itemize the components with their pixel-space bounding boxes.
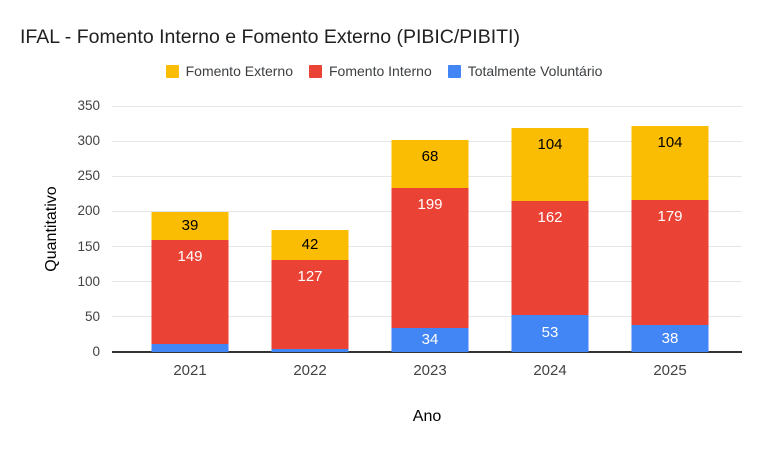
x-tick-label-2021: 2021 — [173, 362, 207, 379]
bar-segment[interactable]: 38 — [631, 325, 709, 352]
bar-segment[interactable]: 39 — [151, 212, 229, 240]
x-axis-title: Ano — [412, 408, 442, 425]
bar-segment[interactable]: 162 — [511, 200, 589, 315]
bar-column-2021: 11 149 39 — [130, 106, 250, 352]
bar-segment[interactable]: 127 — [271, 259, 349, 350]
bar-segment[interactable]: 149 — [151, 239, 229, 345]
legend: Fomento Externo Fomento Interno Totalmente… — [0, 63, 768, 79]
bar-segment-value: 162 — [537, 208, 563, 226]
x-tick-label-2024: 2024 — [533, 362, 567, 379]
bar-segment[interactable]: 199 — [391, 188, 469, 329]
y-tick-label: 250 — [77, 168, 100, 184]
x-axis-baseline — [112, 351, 742, 353]
legend-swatch-icon — [447, 64, 461, 78]
y-tick-label: 300 — [77, 133, 100, 149]
x-axis-ticks: 2021 2022 2023 2024 2025 — [130, 362, 730, 380]
bar-segment[interactable]: 34 — [391, 328, 469, 352]
bar-column-2022: 4 127 42 — [250, 106, 370, 352]
legend-swatch-icon — [165, 64, 179, 78]
legend-item-1[interactable]: Fomento Externo — [165, 63, 293, 79]
legend-item-label: Fomento Externo — [185, 63, 293, 79]
bar-segment-value: 38 — [661, 329, 679, 347]
legend-swatch-icon — [309, 64, 322, 78]
y-tick-label: 200 — [77, 203, 100, 219]
gridline-350 — [112, 105, 742, 107]
x-tick-label-2023: 2023 — [413, 362, 447, 379]
bar-segment[interactable]: 179 — [631, 199, 709, 326]
bar-segment-value: 42 — [301, 236, 319, 254]
chart-title: IFAL - Fomento Interno e Fomento Externo… — [20, 26, 520, 48]
bar-2022: 4 127 42 — [271, 230, 349, 352]
bar-segment[interactable]: 4 — [271, 326, 349, 352]
y-tick-label: 350 — [77, 98, 100, 113]
y-tick-label: 50 — [84, 308, 100, 324]
y-axis-title: Quantitativo — [43, 186, 60, 272]
bar-segment-value: 53 — [541, 324, 559, 342]
plot-area: 11 149 39 4 127 42 34 199 68 53 162 104 38 179 104 — [112, 105, 742, 353]
bar-2024: 53 162 104 — [511, 127, 589, 352]
bar-segment-value: 34 — [421, 331, 439, 349]
bar-segment[interactable]: 68 — [391, 140, 469, 189]
bar-segment[interactable]: 11 — [151, 321, 229, 352]
y-tick-label: 100 — [77, 273, 100, 289]
bars-row: 11 149 39 4 127 42 34 199 68 53 162 104 38 179 104 — [130, 106, 730, 352]
x-tick-label-2022: 2022 — [293, 362, 327, 379]
bar-segment-value: 149 — [177, 247, 203, 265]
bar-segment-value: 104 — [657, 134, 683, 152]
bar-column-2024: 53 162 104 — [490, 106, 610, 352]
bar-segment-value: 127 — [297, 267, 323, 285]
bar-segment-value: 68 — [421, 148, 439, 166]
legend-item-3[interactable]: Totalmente Voluntário — [447, 63, 603, 79]
bar-2021: 11 149 39 — [151, 212, 229, 352]
bar-segment[interactable]: 42 — [271, 230, 349, 260]
legend-item-label: Fomento Interno — [329, 63, 432, 79]
y-tick-label: 0 — [92, 344, 100, 359]
bar-segment[interactable]: 104 — [511, 127, 589, 201]
bar-segment[interactable]: 53 — [511, 314, 589, 352]
y-tick-label: 150 — [77, 238, 100, 254]
legend-item-2[interactable]: Fomento Interno — [309, 63, 432, 79]
bar-column-2025: 38 179 104 — [610, 106, 730, 352]
bar-2025: 38 179 104 — [631, 126, 709, 352]
x-tick-label-2025: 2025 — [653, 362, 687, 379]
bar-segment-value: 199 — [417, 196, 443, 214]
bar-segment[interactable]: 104 — [631, 126, 709, 200]
bar-column-2023: 34 199 68 — [370, 106, 490, 352]
bar-segment-value: 179 — [657, 207, 683, 225]
bar-segment-value: 104 — [537, 135, 563, 153]
bar-2023: 34 199 68 — [391, 140, 469, 352]
bar-segment-value: 39 — [181, 216, 199, 234]
legend-item-label: Totalmente Voluntário — [467, 63, 603, 79]
